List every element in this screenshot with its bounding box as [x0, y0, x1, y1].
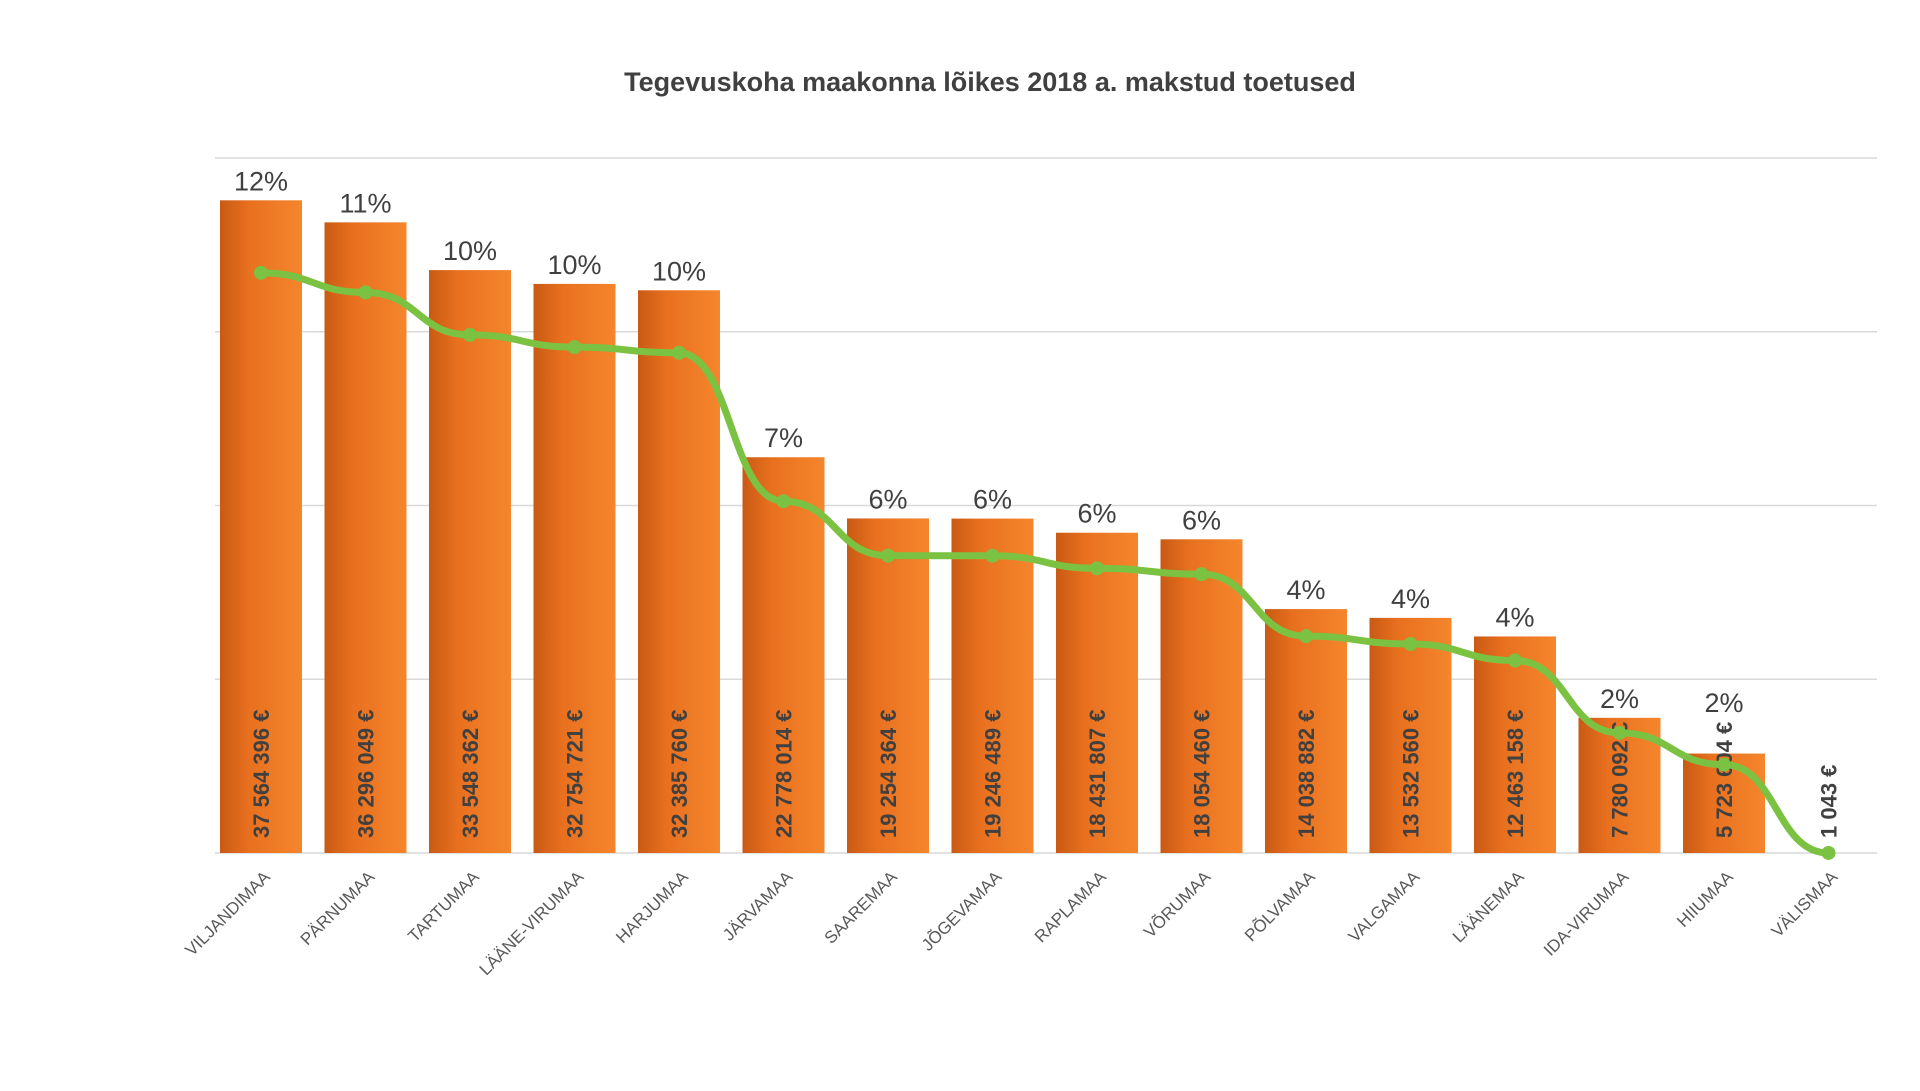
- line-point: [358, 285, 373, 300]
- line-point: [1821, 845, 1836, 860]
- value-label: 19 254 364 €: [876, 710, 901, 838]
- bar: [1160, 539, 1243, 853]
- category-label: RAPLAMAA: [1031, 867, 1110, 946]
- percent-label: 7%: [764, 423, 803, 453]
- category-label: PÕLVAMAA: [1241, 867, 1319, 945]
- category-labels: VILJANDIMAA PÄRNUMAA TARTUMAALÄÄNE-VIRUMAA…: [182, 867, 1842, 979]
- value-label: 18 054 460 €: [1190, 710, 1215, 838]
- value-label: 14 038 882 €: [1294, 710, 1319, 838]
- category-label: HIIUMAA: [1673, 867, 1737, 931]
- line-point: [1403, 636, 1418, 651]
- percent-label: 10%: [443, 236, 497, 266]
- category-label: HARJUMAA: [612, 867, 692, 947]
- category-label: IDA-VIRUMAA: [1540, 867, 1633, 960]
- value-label: 36 296 049 €: [354, 710, 379, 838]
- category-label: VILJANDIMAA: [182, 867, 275, 960]
- value-label: 5 723 604 €: [1712, 722, 1737, 838]
- line-point: [1508, 653, 1522, 668]
- bar: [951, 518, 1034, 853]
- line-point: [463, 327, 477, 342]
- percent-label: 4%: [1391, 584, 1430, 614]
- category-label: LÄÄNEMAA: [1449, 867, 1528, 946]
- category-label: VALGAMAA: [1345, 867, 1424, 946]
- percent-label: 6%: [973, 485, 1012, 515]
- line-point: [881, 548, 895, 563]
- percent-labels: 12% 11% 10% 10% 10% 7% 6% 6% 6% 6% 4% 4% 4% 2% 2%: [234, 166, 1744, 717]
- value-label: 32 385 760 €: [667, 710, 692, 838]
- category-label: TARTUMAA: [404, 867, 483, 946]
- category-label: PÄRNUMAA: [297, 867, 379, 949]
- value-label: 7 780 092 €: [1608, 722, 1633, 838]
- series-line: [260, 269, 1829, 857]
- value-label: 22 778 014 €: [772, 710, 797, 838]
- bar: [1265, 609, 1347, 853]
- line-point: [985, 548, 1000, 563]
- value-label: 37 564 396 €: [249, 710, 274, 838]
- category-label: VÕRUMAA: [1140, 867, 1215, 942]
- percent-label: 6%: [1182, 505, 1221, 535]
- line-point: [776, 494, 791, 509]
- line-point: [1194, 567, 1209, 582]
- value-label: 1 043 €: [1817, 765, 1842, 838]
- line-point: [1090, 561, 1104, 576]
- line-point: [254, 265, 268, 280]
- value-label: 18 431 807 €: [1085, 710, 1110, 838]
- line-series: [254, 265, 1836, 860]
- value-label: 32 754 721 €: [563, 710, 588, 838]
- value-label: 13 532 560 €: [1399, 710, 1424, 838]
- bar: [533, 283, 616, 853]
- category-label: JÄRVAMAA: [719, 867, 797, 945]
- percent-label: 6%: [1077, 499, 1116, 529]
- percent-label: 2%: [1704, 688, 1743, 718]
- value-label: 33 548 362 €: [458, 710, 483, 838]
- bar: [429, 270, 511, 854]
- bar: [1369, 617, 1452, 853]
- percent-label: 10%: [547, 250, 601, 280]
- value-label: 19 246 489 €: [981, 710, 1006, 838]
- percent-label: 2%: [1600, 684, 1639, 714]
- category-label: JÕGEVAMAA: [918, 867, 1006, 955]
- bar: [638, 290, 720, 853]
- bar: [324, 222, 407, 854]
- bar: [1056, 532, 1138, 853]
- bars: [220, 200, 1870, 854]
- percent-label: 6%: [868, 484, 907, 514]
- category-label: VÄLISMAA: [1768, 867, 1842, 941]
- category-label: LÄÄNE-VIRUMAA: [476, 867, 588, 979]
- bar: [220, 200, 302, 854]
- line-point: [1612, 725, 1627, 740]
- value-labels: 37 564 396 € 36 296 049 € 33 548 362 € 32 7…: [249, 710, 1842, 838]
- percent-label: 4%: [1495, 602, 1534, 632]
- line-point: [567, 340, 582, 355]
- bar: [847, 518, 929, 853]
- line-point: [1717, 757, 1731, 772]
- bar: [1578, 717, 1661, 853]
- line-point: [1299, 629, 1313, 644]
- percent-label: 10%: [652, 256, 706, 286]
- percent-label: 12%: [234, 166, 288, 196]
- line-point: [672, 345, 686, 360]
- percent-label: 11%: [339, 188, 391, 218]
- category-label: SAAREMAA: [821, 867, 902, 948]
- chart-title: Tegevuskoha maakonna lõikes 2018 a. maks…: [624, 67, 1356, 97]
- bar: [742, 457, 825, 853]
- percent-label: 4%: [1286, 575, 1325, 605]
- value-label: 12 463 158 €: [1503, 710, 1528, 838]
